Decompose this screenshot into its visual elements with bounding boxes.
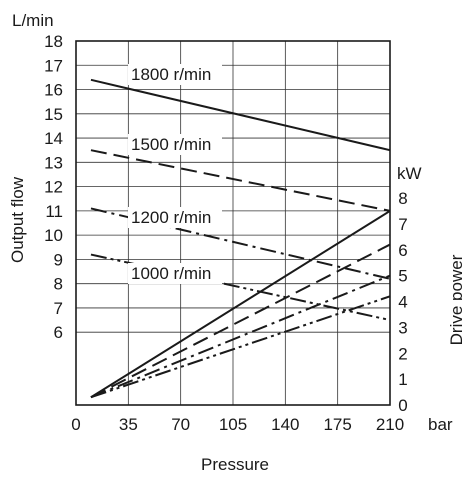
y-left-unit: L/min	[12, 11, 54, 30]
y-right-title: Drive power	[447, 254, 462, 345]
grid-lines	[76, 41, 390, 405]
y-left-tick-label: 12	[44, 178, 63, 197]
y-left-tick-label: 16	[44, 81, 63, 100]
x-tick-label: 210	[376, 415, 404, 434]
series-label: 1800 r/min	[131, 65, 211, 84]
data-series: 1800 r/min 1500 r/min 1200 r/min 1000 r/min	[90, 64, 391, 399]
y-right-unit: kW	[397, 164, 422, 183]
series-label: 1500 r/min	[131, 135, 211, 154]
x-tick-label: 0	[71, 415, 80, 434]
power-line-4	[90, 295, 391, 399]
y-left-tick-label: 17	[44, 56, 63, 75]
power-line-3	[90, 274, 391, 399]
tick-labels: 0 35 70 105 140 175 21067891011121314151617180…	[44, 32, 408, 434]
y-left-tick-label: 7	[54, 299, 63, 318]
y-right-tick-label: 4	[398, 293, 407, 312]
y-left-tick-label: 14	[44, 129, 63, 148]
y-left-tick-label: 11	[45, 202, 63, 221]
y-right-tick-label: 5	[398, 267, 407, 286]
series-label: 1000 r/min	[131, 264, 211, 283]
y-left-tick-label: 18	[44, 32, 63, 51]
x-tick-label: 140	[271, 415, 299, 434]
x-tick-label: 70	[171, 415, 190, 434]
y-left-tick-label: 10	[44, 226, 63, 245]
plot-frame	[75, 40, 391, 406]
y-right-tick-label: 0	[398, 396, 407, 415]
y-left-tick-label: 6	[54, 323, 63, 342]
x-tick-label: 175	[323, 415, 351, 434]
axis-labels: L/min kW bar Pressure Output flow Drive …	[8, 11, 462, 474]
power-line-2	[90, 243, 391, 399]
series-label-bg	[128, 207, 222, 228]
y-right-tick-label: 1	[398, 370, 407, 389]
x-tick-label: 105	[219, 415, 247, 434]
flow-line-2	[90, 149, 391, 212]
power-line-1	[90, 210, 391, 399]
y-left-tick-label: 15	[44, 105, 63, 124]
series-label-bg	[128, 134, 222, 155]
y-right-tick-label: 7	[398, 215, 407, 234]
y-right-tick-label: 2	[398, 344, 407, 363]
series-label: 1200 r/min	[131, 208, 211, 227]
x-unit: bar	[428, 415, 453, 434]
y-left-tick-label: 9	[54, 250, 63, 269]
y-right-tick-label: 8	[398, 189, 407, 208]
series-label-bg	[128, 263, 222, 284]
y-left-tick-label: 13	[44, 153, 63, 172]
x-axis-title: Pressure	[201, 455, 269, 474]
flow-line-1	[90, 78, 391, 152]
y-right-tick-label: 6	[398, 241, 407, 260]
series-label-bg	[128, 64, 222, 85]
y-right-tick-label: 3	[398, 318, 407, 337]
y-left-tick-label: 8	[54, 275, 63, 294]
y-left-title: Output flow	[8, 176, 27, 263]
x-tick-label: 35	[119, 415, 138, 434]
